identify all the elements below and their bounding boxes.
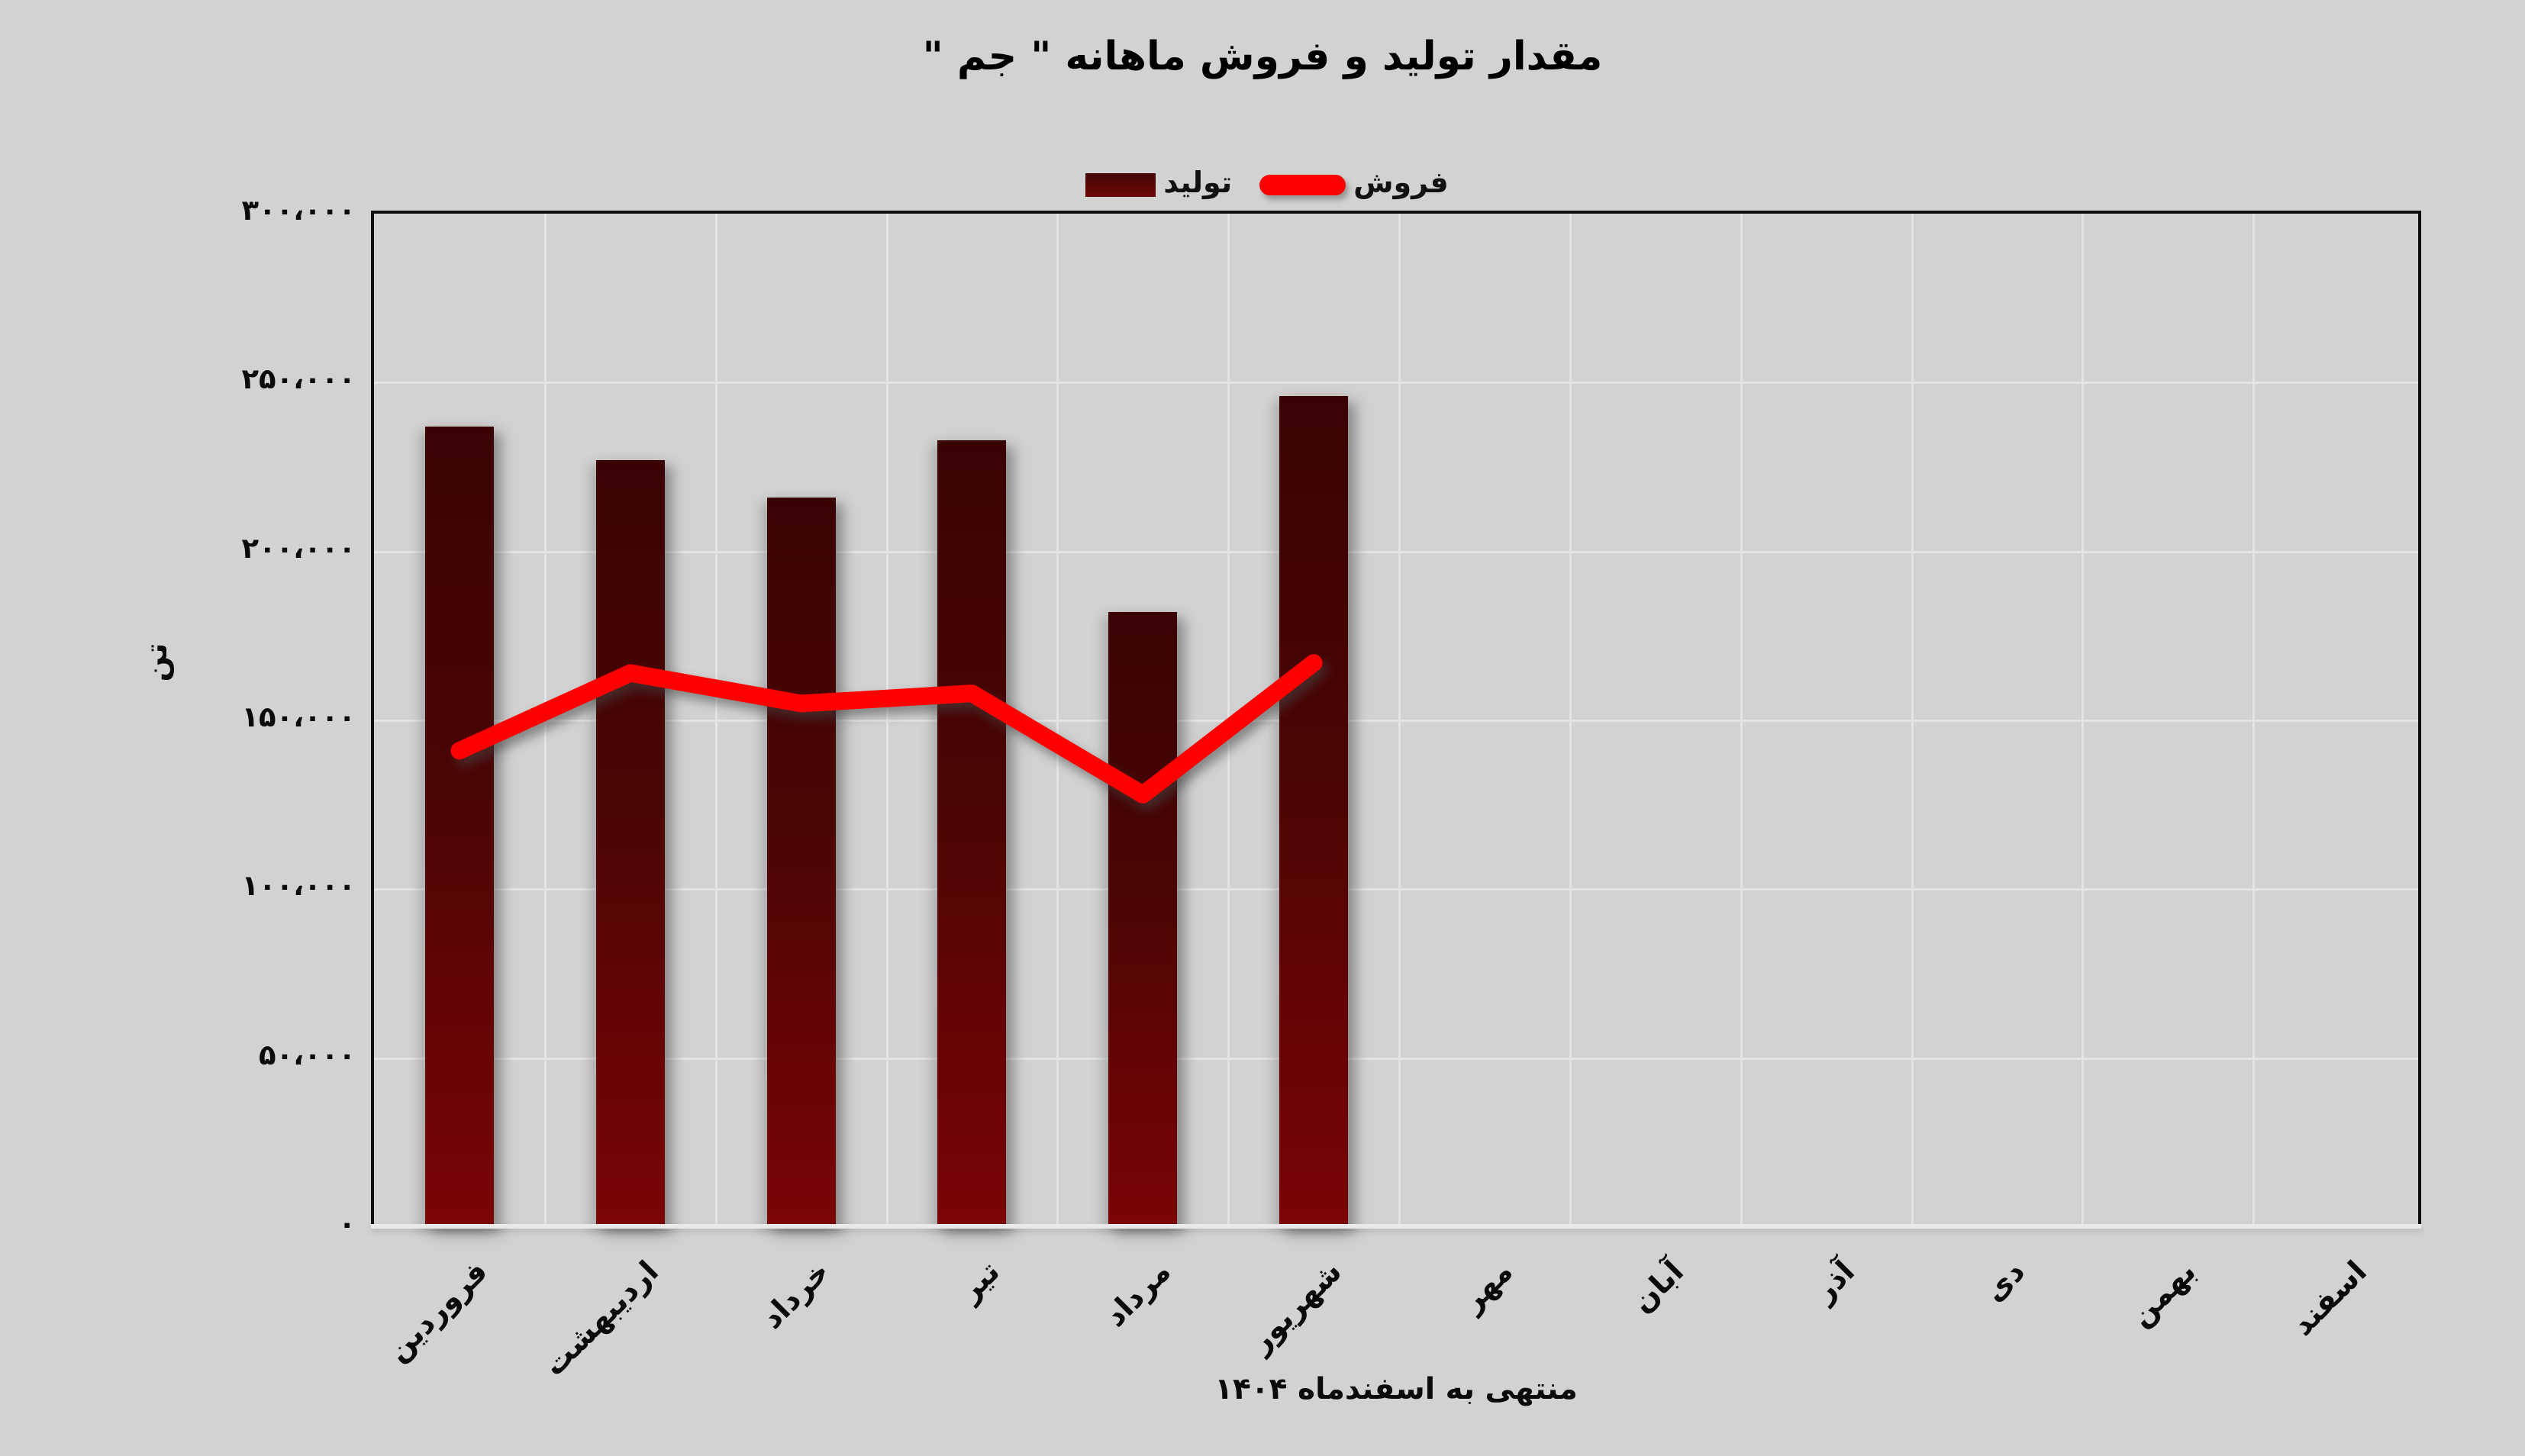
plot-area bbox=[371, 211, 2421, 1227]
x-tick-label-اردیبهشت: اردیبهشت bbox=[537, 1255, 666, 1384]
gridline-horizontal bbox=[374, 720, 2418, 722]
y-tick-label-100000: ۱۰۰،۰۰۰ bbox=[241, 869, 356, 903]
gridline-vertical bbox=[2082, 214, 2085, 1224]
x-tick-label-اسفند: اسفند bbox=[2285, 1255, 2374, 1343]
x-tick-label-فروردین: فروردین bbox=[380, 1255, 495, 1369]
y-tick-label-0: ۰ bbox=[338, 1207, 356, 1240]
gridline-horizontal bbox=[374, 382, 2418, 385]
chart-title: مقدار تولید و فروش ماهانه " جم " bbox=[922, 34, 1603, 79]
gridline-vertical bbox=[2253, 214, 2256, 1224]
legend: تولید فروش bbox=[0, 162, 2525, 208]
legend-production-label: تولید bbox=[1163, 166, 1233, 199]
bar-فروردین bbox=[424, 426, 494, 1227]
gridline-vertical bbox=[885, 214, 888, 1224]
bar-اردیبهشت bbox=[595, 460, 665, 1227]
bar-مرداد bbox=[1108, 612, 1178, 1227]
x-tick-label-دی: دی bbox=[1977, 1255, 2033, 1309]
gridline-horizontal bbox=[374, 888, 2418, 891]
sales-line bbox=[450, 654, 1323, 804]
sales-line-layer bbox=[450, 654, 1323, 804]
x-tick-label-مرداد: مرداد bbox=[1098, 1255, 1179, 1334]
y-tick-label-50000: ۵۰،۰۰۰ bbox=[259, 1038, 356, 1071]
x-tick-label-خرداد: خرداد bbox=[754, 1255, 837, 1336]
y-tick-label-200000: ۲۰۰،۰۰۰ bbox=[241, 531, 356, 565]
gridline-horizontal bbox=[374, 550, 2418, 553]
y-tick-label-250000: ۲۵۰،۰۰۰ bbox=[241, 362, 356, 396]
legend-sales-label: فروش bbox=[1353, 166, 1449, 199]
bar-خرداد bbox=[766, 497, 836, 1227]
x-tick-label-شهریور: شهریور bbox=[1243, 1255, 1349, 1360]
gridline-vertical bbox=[1911, 214, 1914, 1224]
gridline-vertical bbox=[714, 214, 718, 1224]
gridline-vertical bbox=[1056, 214, 1059, 1224]
gridline-vertical bbox=[1398, 214, 1401, 1224]
gridline-vertical bbox=[1569, 214, 1572, 1224]
gridline-vertical bbox=[1740, 214, 1743, 1224]
x-tick-label-بهمن: بهمن bbox=[2124, 1255, 2204, 1334]
x-tick-label-آبان: آبان bbox=[1625, 1255, 1691, 1320]
bar-تیر bbox=[937, 440, 1007, 1227]
x-axis-baseline bbox=[371, 1224, 2421, 1229]
y-tick-label-300000: ۳۰۰،۰۰۰ bbox=[241, 194, 356, 227]
legend-sales-line-swatch bbox=[1259, 174, 1346, 195]
x-tick-label-مهر: مهر bbox=[1455, 1255, 1520, 1319]
x-tick-label-تیر: تیر bbox=[953, 1255, 1008, 1309]
gridline-horizontal bbox=[374, 1057, 2418, 1060]
x-tick-label-آذر: آذر bbox=[1807, 1255, 1862, 1309]
x-axis-title: منتهی به اسفندماه ۱۴۰۴ bbox=[1214, 1372, 1578, 1406]
y-tick-label-150000: ۱۵۰،۰۰۰ bbox=[241, 701, 356, 733]
bar-شهریور bbox=[1279, 396, 1349, 1227]
y-axis-title: تن bbox=[139, 643, 174, 682]
legend-production-swatch bbox=[1085, 172, 1156, 197]
